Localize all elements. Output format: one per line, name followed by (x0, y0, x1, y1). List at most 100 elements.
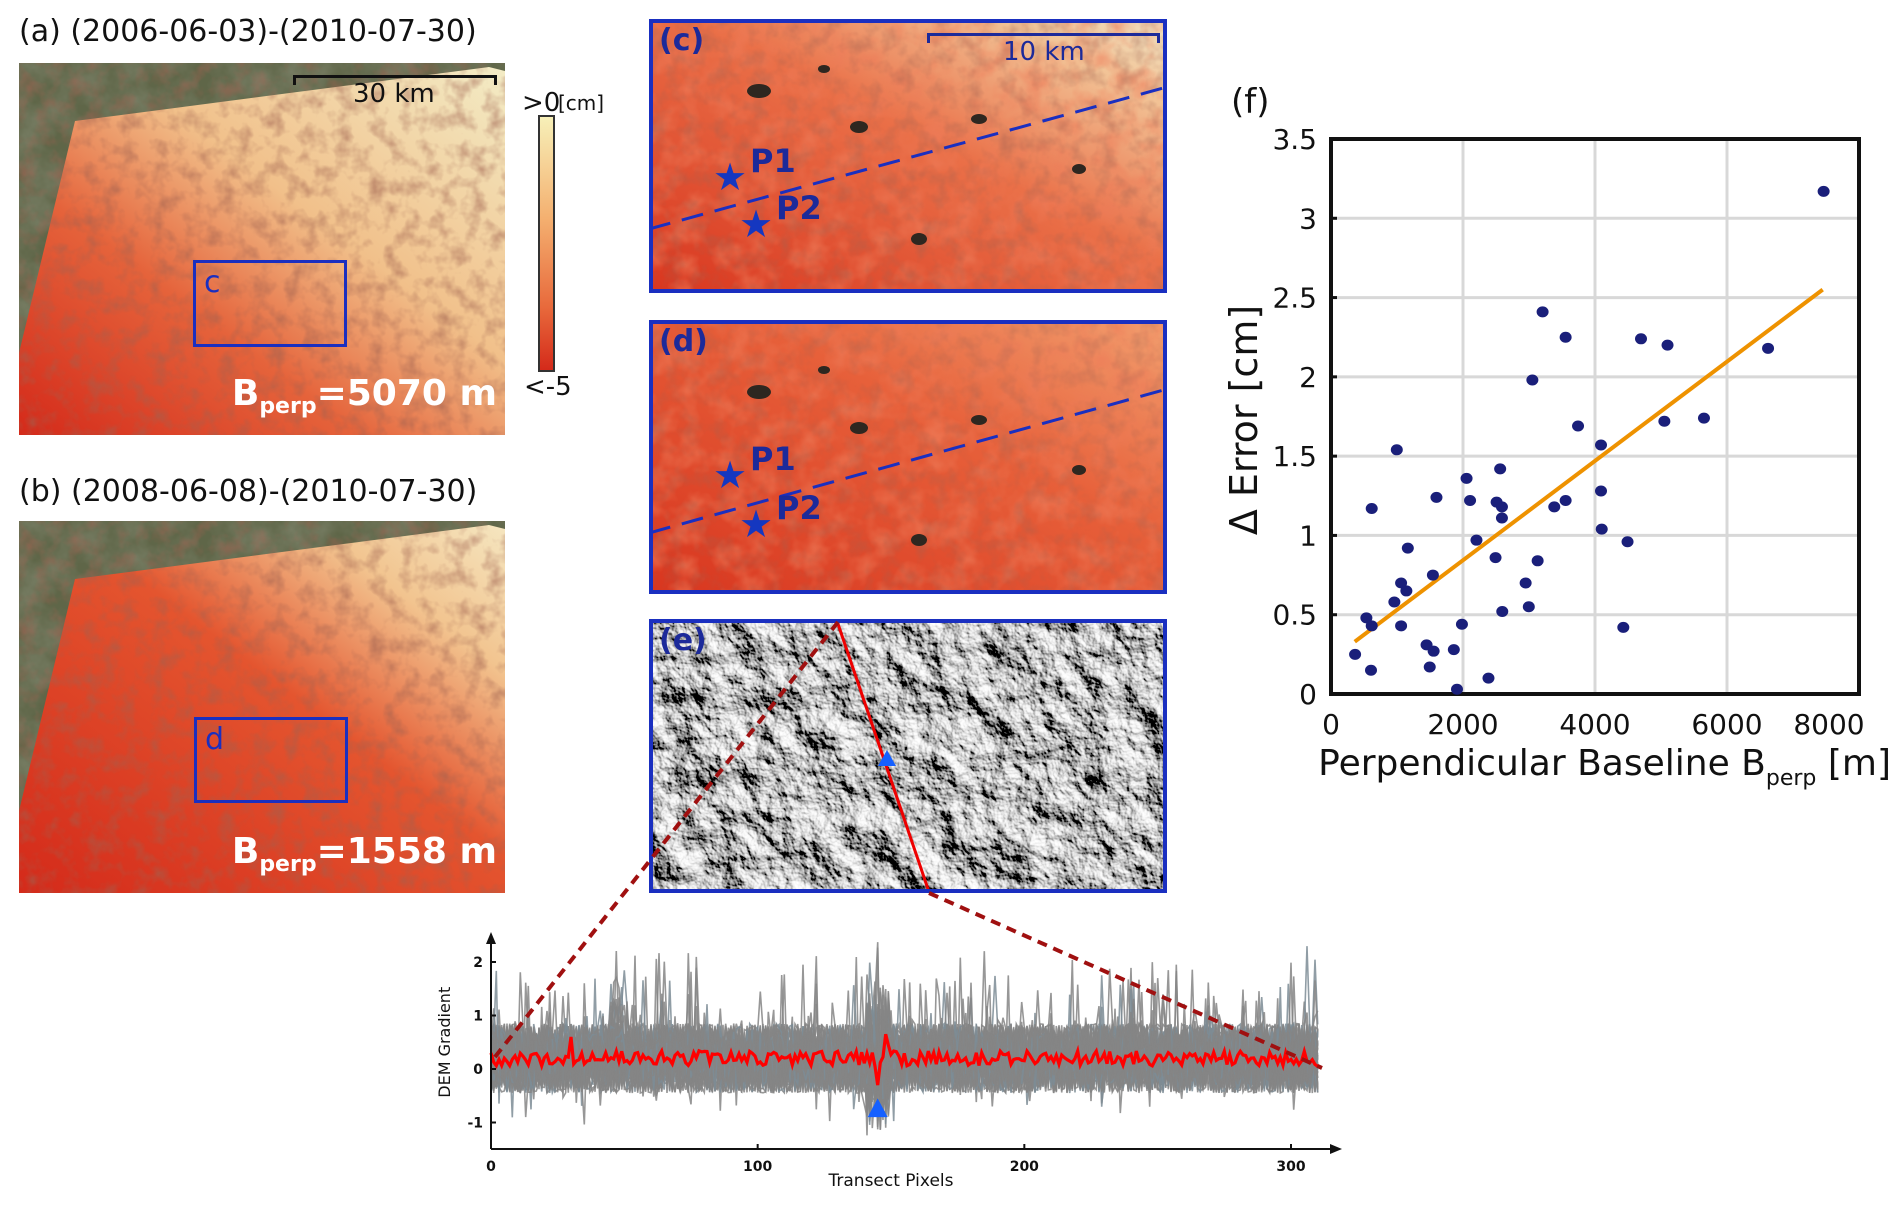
panel-a-map: 30 km c Bperp=5070 m (19, 63, 505, 435)
y-tick-label: 0 (1299, 678, 1317, 711)
scatter-point (1364, 664, 1377, 676)
scatter-point (1595, 439, 1608, 451)
scatter-point (1365, 502, 1378, 514)
x-tick-label: 6000 (1691, 708, 1762, 741)
scatter-point (1661, 339, 1674, 351)
panel-b-image (19, 521, 505, 893)
panel-e-label: (e) (659, 623, 707, 658)
point-p1-label: P1 (750, 440, 796, 478)
y-tick-label: 3 (1299, 202, 1317, 235)
point-p2-label: P2 (776, 189, 822, 227)
bperp-value: =5070 m (316, 372, 497, 414)
scatter-point (1621, 536, 1634, 548)
star-icon: ★ (713, 453, 748, 497)
x-tick-label: 0 (1322, 708, 1340, 741)
y-axis-arrow-icon (486, 932, 496, 944)
star-icon: ★ (739, 502, 774, 546)
scatter-point (1548, 501, 1561, 513)
zoom-region-box-d: d (194, 717, 348, 803)
scatter-point (1390, 444, 1403, 456)
scatter-point (1360, 612, 1373, 624)
panel-e-map: (e) (649, 619, 1167, 893)
plot-frame (1329, 137, 1861, 696)
scatter-point (1595, 485, 1608, 497)
bperp-symbol: B (231, 830, 260, 872)
scatter-point (1595, 523, 1608, 535)
scatter-point (1762, 342, 1775, 354)
scatter-point (1635, 333, 1648, 345)
scatter-point (1388, 596, 1401, 608)
transect-line (653, 86, 1163, 230)
x-axis-label-main: Perpendicular Baseline B (1318, 743, 1766, 784)
panel-a-title: (a) (2006-06-03)-(2010-07-30) (19, 14, 477, 49)
panel-e-hillshade (653, 623, 1163, 889)
panel-d-image (653, 324, 1163, 590)
transect-line (653, 388, 1163, 534)
scale-bar-label: 10 km (1003, 37, 1085, 67)
fit-line (1353, 288, 1824, 644)
y-tick-label: 2 (1299, 361, 1317, 394)
scatter-point (1496, 606, 1509, 618)
panel-c-map: (c) 10 km ★ P1 ★ P2 (649, 19, 1167, 293)
scatter-point (1817, 185, 1830, 197)
transect-chart: 0 100 200 300 -1 0 1 2 Transect Pixels DEM Gradie… (435, 932, 1342, 1191)
scatter-point (1572, 420, 1585, 432)
panel-c-label: (c) (659, 23, 705, 58)
y-tick-label: 1 (473, 1009, 483, 1025)
y-tick-label: 0 (473, 1062, 483, 1078)
x-tick-label: 8000 (1793, 708, 1864, 741)
x-axis-label: Transect Pixels (828, 1171, 954, 1191)
bperp-value: =1558 m (316, 830, 497, 872)
zoom-region-label: d (205, 722, 225, 757)
bperp-subscript: perp (259, 394, 317, 419)
scatter-point (1423, 661, 1436, 673)
scatter-point (1400, 585, 1413, 597)
scatter-point (1426, 569, 1439, 581)
panel-d-label: (d) (659, 324, 708, 359)
panel-a-image (19, 63, 505, 435)
scatter-chart: 0 2000 4000 6000 8000 0 0.5 1 1.5 2 2.5 3 3.5(f) Δ Er… (1222, 82, 1891, 791)
scatter-point (1482, 672, 1495, 684)
x-tick-label: 300 (1276, 1159, 1305, 1175)
star-icon: ★ (739, 202, 774, 246)
colorbar-bottom-label: <-5 (524, 372, 572, 402)
y-tick-label: 3.5 (1272, 123, 1317, 156)
x-tick-label: 200 (1010, 1159, 1039, 1175)
x-axis-label-subscript: perp (1766, 766, 1817, 791)
bperp-subscript: perp (259, 852, 317, 877)
zoom-region-box-c: c (193, 260, 347, 347)
colorbar-unit: [cm] (558, 91, 605, 115)
scatter-point (1365, 620, 1378, 632)
x-axis-arrow-icon (1330, 1144, 1342, 1154)
scatter-point (1559, 495, 1572, 507)
y-tick-label: 1 (1299, 519, 1317, 552)
x-tick-label: 4000 (1559, 708, 1630, 741)
scatter-point (1522, 601, 1535, 613)
star-icon: ★ (713, 155, 748, 199)
scatter-point (1430, 491, 1443, 503)
scatter-point (1395, 620, 1408, 632)
x-tick-label: 100 (743, 1159, 772, 1175)
triangle-marker-icon (867, 1098, 888, 1118)
scatter-point (1464, 495, 1477, 507)
scatter-point (1697, 412, 1710, 424)
triangle-marker-icon (878, 750, 896, 766)
colorbar (538, 115, 555, 372)
panel-b-title: (b) (2008-06-08)-(2010-07-30) (19, 474, 478, 509)
scatter-point (1455, 618, 1468, 630)
y-tick-label: -1 (467, 1116, 483, 1132)
y-axis-label: Δ Error [cm] (1222, 305, 1266, 535)
point-p1-label: P1 (750, 142, 796, 180)
scatter-point (1536, 306, 1549, 318)
scatter-point (1495, 501, 1508, 513)
scatter-point (1617, 621, 1630, 633)
scale-bar-label: 30 km (353, 79, 435, 109)
bperp-label: Bperp=1558 m (232, 831, 497, 877)
x-axis-label: Perpendicular Baseline Bperp [m] (1318, 743, 1891, 791)
scatter-point (1531, 555, 1544, 567)
scatter-point (1495, 512, 1508, 524)
scatter-point (1395, 577, 1408, 589)
y-tick-label: 2 (473, 955, 483, 971)
scatter-point (1526, 374, 1539, 386)
scatter-point (1349, 648, 1362, 660)
